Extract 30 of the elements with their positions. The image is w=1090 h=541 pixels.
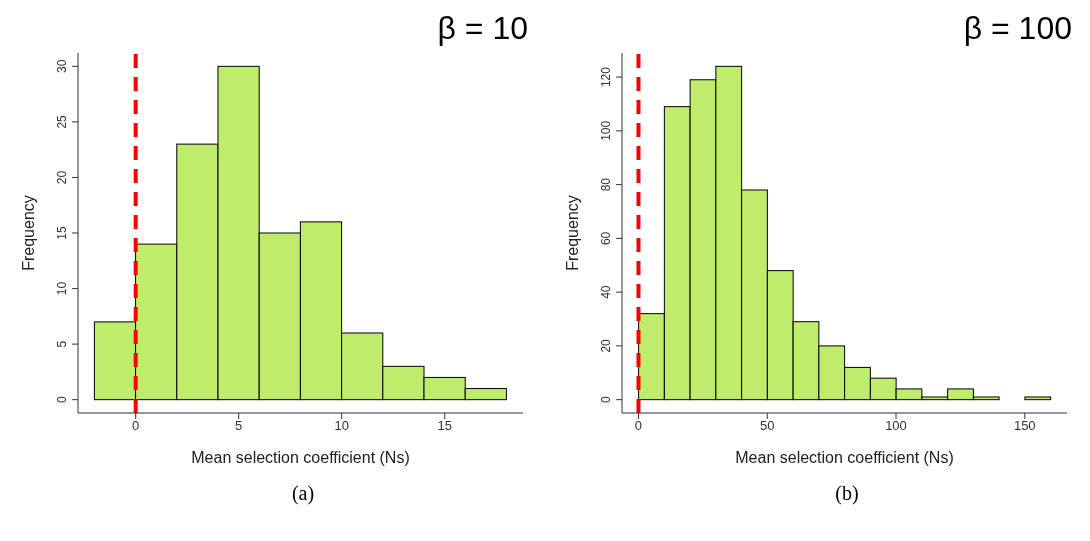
x-tick-label: 50 <box>760 418 775 434</box>
x-tick-label: 0 <box>132 418 140 434</box>
x-axis-title: Mean selection coefficient (Ns) <box>735 449 954 466</box>
x-axis-title: Mean selection coefficient (Ns) <box>191 449 410 466</box>
y-axis-title: Frequency <box>563 195 581 271</box>
y-tick-label: 60 <box>599 231 613 246</box>
chart-title: β = 100 <box>963 10 1072 47</box>
text: (b) <box>834 482 860 505</box>
y-tick-label: 30 <box>55 59 69 74</box>
x-tick-label: 15 <box>437 418 452 434</box>
y-tick-label: 10 <box>55 281 69 296</box>
y-tick-label: 20 <box>599 338 613 353</box>
y-tick-label: 5 <box>55 340 69 348</box>
y-tick-label: 0 <box>599 396 613 404</box>
x-tick-label: 100 <box>885 418 907 434</box>
y-tick-label: 40 <box>599 285 613 299</box>
y-tick-label: 0 <box>55 396 69 404</box>
y-tick-label: 120 <box>599 66 613 88</box>
x-tick-label: 0 <box>634 418 643 434</box>
y-axis-title: Frequency <box>19 195 37 271</box>
x-tick-label: 10 <box>334 418 349 434</box>
y-tick-label: 15 <box>55 226 69 240</box>
x-tick-label: 5 <box>235 418 243 434</box>
y-tick-label: 25 <box>55 114 69 129</box>
x-tick-label: 150 <box>1013 418 1036 434</box>
text: (a) <box>290 482 316 505</box>
y-tick-label: 20 <box>55 170 69 185</box>
chart-title: β = 10 <box>437 10 528 47</box>
y-tick-label: 80 <box>599 177 613 192</box>
y-tick-label: 100 <box>599 120 613 141</box>
